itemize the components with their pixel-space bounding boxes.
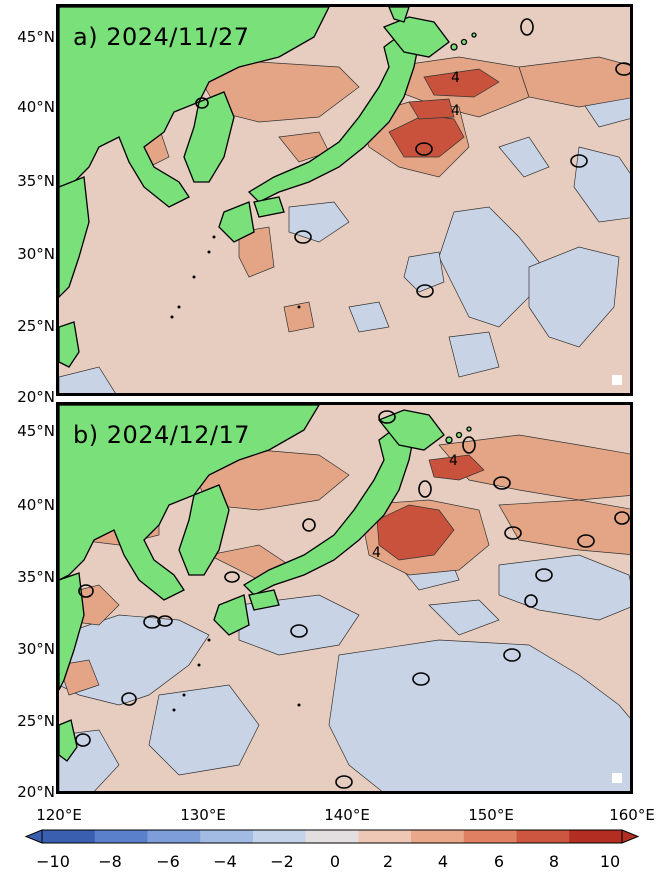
lon-label: 130°E [180,806,226,824]
map-panel-b: 4 4 b) 2024/12/17 [56,402,633,794]
colorbar-segment [94,830,148,843]
colorbar-tick: 8 [548,852,560,871]
contour-label: 4 [372,545,381,561]
colorbar-segment [147,830,201,843]
lat-label: 30°N [17,245,55,263]
colorbar-min-extend [24,829,43,844]
colorbar-outline [41,829,623,844]
white-square-marker [612,375,622,385]
negative-anomaly-regions [59,554,630,791]
panel-title-a: a) 2024/11/27 [73,23,250,51]
colorbar-segment [42,830,96,843]
white-square-marker [612,773,622,783]
lat-label: 25°N [17,712,55,730]
colorbar-tick: 10 [599,852,621,871]
colorbar-max-extend [621,829,640,844]
lat-label: 20°N [17,783,55,801]
lat-label: 45°N [17,422,55,440]
contour-rings [195,18,630,298]
lon-label: 160°E [609,806,655,824]
colorbar-tick: −2 [270,852,294,871]
lat-label: 40°N [17,496,55,514]
lon-label: 140°E [324,806,370,824]
colorbar-segment [569,830,623,843]
contour-label: 4 [449,453,458,469]
lat-label: 30°N [17,640,55,658]
lat-label: 35°N [17,172,55,190]
colorbar-segment [411,830,465,843]
colorbar-tick: 6 [493,852,505,871]
colorbar-segment [252,830,307,843]
map-panel-a: 4 4 a) 2024/11/27 [56,4,633,396]
colorbar-segment [305,830,359,843]
colorbar-tick: −8 [98,852,122,871]
land-masses [59,7,477,368]
lon-label: 150°E [468,806,514,824]
small-islands [172,638,301,712]
lat-label: 20°N [17,388,55,406]
colorbar-tick: 2 [382,852,394,871]
colorbar-tick: −10 [36,852,70,871]
colorbar [24,829,640,844]
lat-label: 40°N [17,98,55,116]
land-masses [59,405,472,762]
strong-positive-cores [388,68,500,158]
colorbar-segment [358,830,412,843]
lat-label: 45°N [17,28,55,46]
colorbar-tick: 0 [329,852,341,871]
colorbar-tick: 4 [437,852,449,871]
lon-label: 120°E [36,806,82,824]
negative-anomaly-regions [59,87,630,393]
lat-label: 25°N [17,317,55,335]
small-islands [170,235,301,319]
anomaly-map-a: 4 4 [59,7,630,393]
lat-label: 35°N [17,568,55,586]
contour-label: 4 [451,70,460,86]
colorbar-segment [463,830,518,843]
strong-positive-cores [376,454,485,561]
colorbar-tick: −6 [156,852,180,871]
contour-label: 4 [451,103,460,119]
colorbar-segment [516,830,570,843]
colorbar-segment [200,830,254,843]
contour-rings [75,410,630,789]
colorbar-tick: −4 [213,852,237,871]
panel-title-b: b) 2024/12/17 [73,421,251,449]
anomaly-map-b: 4 4 [59,405,630,791]
